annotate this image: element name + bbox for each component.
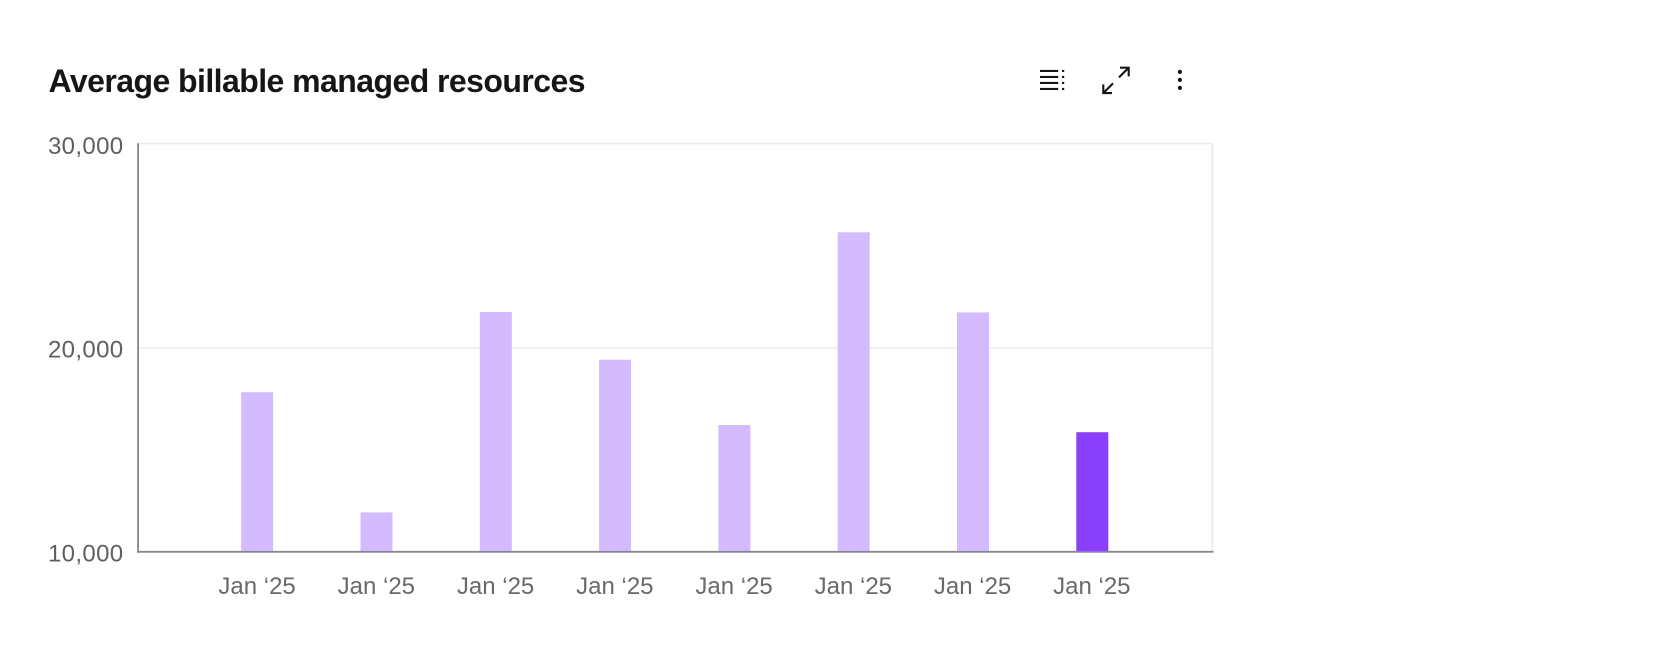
svg-text:20,000: 20,000 — [48, 337, 124, 364]
svg-text:Jan ‘25: Jan ‘25 — [576, 573, 653, 600]
svg-text:Jan ‘25: Jan ‘25 — [457, 573, 534, 600]
svg-text:Jan ‘25: Jan ‘25 — [695, 573, 772, 600]
svg-text:Jan ‘25: Jan ‘25 — [815, 573, 892, 600]
svg-text:Jan ‘25: Jan ‘25 — [218, 573, 295, 600]
svg-text:Jan ‘25: Jan ‘25 — [1053, 573, 1130, 600]
svg-text:10,000: 10,000 — [48, 541, 124, 568]
svg-text:Jan ‘25: Jan ‘25 — [934, 573, 1011, 600]
svg-text:Jan ‘25: Jan ‘25 — [338, 573, 415, 600]
svg-text:30,000: 30,000 — [48, 133, 124, 160]
svg-text:Average billable managed resou: Average billable managed resources — [49, 63, 585, 99]
